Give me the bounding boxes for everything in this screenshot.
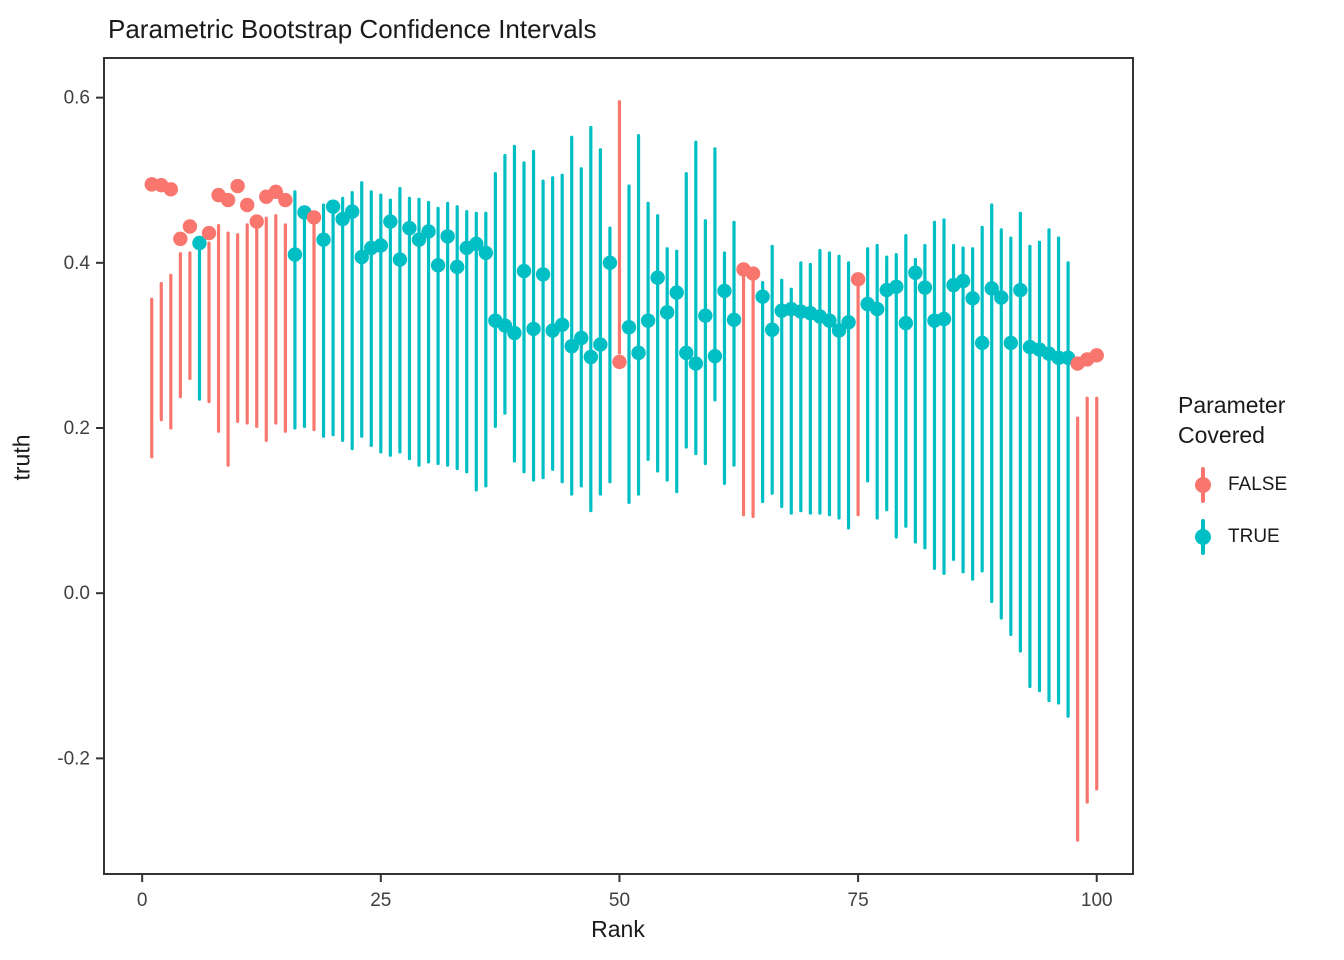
truth-dot xyxy=(344,204,360,219)
x-axis-label: Rank xyxy=(591,916,645,942)
truth-dot xyxy=(526,321,541,337)
x-tick-label: 0 xyxy=(137,890,148,911)
truth-dot xyxy=(640,313,656,328)
legend-item-true: TRUE xyxy=(1178,518,1287,555)
truth-dot xyxy=(841,315,856,330)
truth-dot xyxy=(1013,282,1028,298)
y-tick-label: 0.6 xyxy=(64,88,90,109)
truth-dot xyxy=(669,285,684,300)
x-tick-label: 50 xyxy=(609,890,630,911)
truth-dot xyxy=(173,231,188,247)
truth-dot xyxy=(936,311,952,327)
truth-dot xyxy=(306,210,322,225)
truth-dot xyxy=(554,317,570,332)
legend-label-false: FALSE xyxy=(1228,473,1288,495)
truth-dot xyxy=(163,182,179,197)
truth-dot xyxy=(917,280,933,295)
truth-dot xyxy=(574,330,589,346)
truth-dot xyxy=(220,192,236,208)
truth-dot xyxy=(325,199,341,214)
truth-dot xyxy=(354,249,369,265)
truth-dot xyxy=(650,270,665,285)
truth-dot xyxy=(955,273,971,289)
truth-dot xyxy=(602,255,618,271)
truth-dot xyxy=(402,220,417,236)
legend-label-true: TRUE xyxy=(1228,525,1280,547)
truth-dot xyxy=(583,349,599,365)
truth-dot xyxy=(516,263,532,279)
truth-dot xyxy=(535,267,551,282)
truth-dot xyxy=(421,224,436,239)
truth-dot xyxy=(249,214,264,229)
chart-title: Parametric Bootstrap Confidence Interval… xyxy=(108,14,597,44)
y-tick-label: 0.0 xyxy=(64,583,90,604)
x-tick-label: 75 xyxy=(848,890,869,911)
truth-dot xyxy=(621,320,637,335)
truth-dot xyxy=(822,313,837,328)
truth-dot xyxy=(268,184,284,199)
truth-dot xyxy=(201,225,217,241)
truth-dot xyxy=(564,339,579,354)
truth-dot xyxy=(469,236,484,252)
truth-dot xyxy=(430,258,446,273)
truth-dot xyxy=(698,308,713,323)
truth-dot xyxy=(392,252,408,267)
truth-dot xyxy=(383,214,398,229)
truth-dot xyxy=(717,283,732,299)
truth-dot xyxy=(974,335,990,351)
truth-dot xyxy=(373,238,389,253)
truth-dot xyxy=(449,259,465,275)
truth-dot xyxy=(745,266,761,281)
truth-dot xyxy=(440,229,455,244)
truth-dot xyxy=(898,315,914,331)
truth-dot xyxy=(908,265,923,280)
truth-dot xyxy=(679,345,694,361)
truth-dot xyxy=(230,178,245,194)
truth-dot xyxy=(316,232,331,247)
truth-dot xyxy=(994,290,1009,305)
truth-dot xyxy=(869,301,885,317)
y-tick-label: 0.4 xyxy=(64,253,91,274)
truth-dot xyxy=(631,345,646,361)
legend-key-true-icon xyxy=(1194,518,1212,555)
truth-dot xyxy=(192,235,207,251)
truth-dot xyxy=(707,348,723,364)
legend: Parameter Covered FALSE TRUE xyxy=(1178,390,1287,555)
legend-key-false-icon xyxy=(1194,466,1212,503)
truth-dot xyxy=(1089,348,1104,363)
truth-dot xyxy=(889,279,904,294)
truth-dot xyxy=(507,325,522,341)
truth-dot xyxy=(612,354,627,370)
truth-dot xyxy=(764,322,780,337)
x-tick-label: 25 xyxy=(370,890,391,911)
truth-dot xyxy=(726,312,742,328)
truth-dot xyxy=(831,323,847,338)
truth-dot xyxy=(659,305,675,320)
truth-dot xyxy=(688,356,704,371)
x-tick-label: 100 xyxy=(1081,890,1113,911)
truth-dot xyxy=(984,281,999,296)
truth-dot xyxy=(182,219,198,234)
truth-dot xyxy=(593,337,608,352)
legend-item-false: FALSE xyxy=(1178,466,1288,503)
truth-dot xyxy=(755,289,770,304)
truth-dot xyxy=(411,232,427,247)
y-tick-label: 0.2 xyxy=(64,418,90,439)
truth-dot xyxy=(478,245,494,261)
truth-dot xyxy=(239,197,255,213)
truth-dot xyxy=(965,291,980,306)
truth-dot xyxy=(287,247,303,262)
y-tick-label: -0.2 xyxy=(57,748,90,769)
legend-title: Parameter Covered xyxy=(1178,392,1286,449)
truth-dot xyxy=(278,192,293,208)
truth-dot xyxy=(1003,335,1019,351)
truth-dot xyxy=(850,272,866,287)
